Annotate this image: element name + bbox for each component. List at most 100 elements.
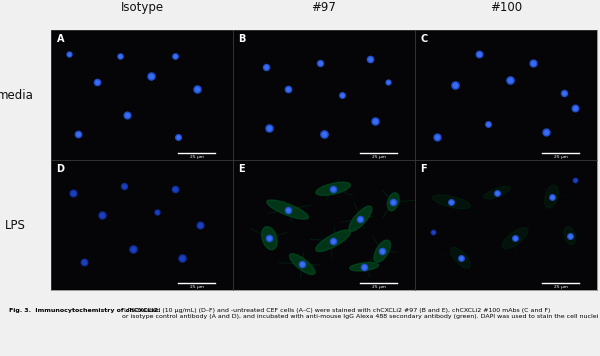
Point [388,199,398,205]
Text: 25 μm: 25 μm [554,155,568,159]
Point [97,212,107,218]
Text: A: A [56,34,64,44]
Text: Isotype: Isotype [121,1,164,14]
Point [68,190,77,195]
Point [79,259,89,265]
Polygon shape [564,226,575,245]
Point [547,194,556,199]
Polygon shape [349,206,372,231]
Point [565,233,575,239]
Point [196,222,205,228]
Text: #97: #97 [311,1,337,14]
Point [261,64,271,69]
Text: E: E [238,164,245,174]
Point [356,216,365,221]
Point [283,86,292,91]
Text: 25 μm: 25 μm [554,285,568,289]
Point [571,105,580,111]
Point [483,121,493,127]
Point [529,60,538,66]
Point [571,177,580,183]
Point [450,82,460,88]
Point [559,90,569,95]
Point [359,264,369,269]
Polygon shape [267,200,308,219]
Point [492,190,502,195]
Point [383,79,392,85]
Point [328,186,338,192]
Point [571,177,580,183]
Text: LPS: LPS [5,219,26,232]
Point [64,51,74,57]
Polygon shape [388,193,399,211]
Point [192,86,202,91]
Point [328,186,338,192]
Point [505,77,514,83]
Point [529,60,538,66]
Point [92,79,101,85]
Point [92,79,101,85]
Point [510,235,520,241]
Point [152,209,161,215]
Point [571,105,580,111]
Text: 25 μm: 25 μm [190,155,203,159]
Point [541,129,551,135]
Polygon shape [316,230,350,252]
Point [541,129,551,135]
Point [74,131,83,137]
Point [446,199,456,205]
Point [115,53,125,59]
Point [483,121,493,127]
Point [261,64,271,69]
Point [319,131,329,137]
Point [170,186,179,192]
Point [119,183,128,189]
Point [146,73,156,79]
Text: D: D [56,164,64,174]
Point [122,112,132,117]
Point [432,134,442,140]
Point [505,77,514,83]
Point [565,233,575,239]
Point [328,238,338,244]
Polygon shape [545,185,559,208]
Text: C: C [421,34,428,44]
Point [283,207,292,213]
Point [173,134,183,140]
Point [265,235,274,241]
Point [79,259,89,265]
Point [388,199,398,205]
Point [265,235,274,241]
Point [370,118,380,124]
Polygon shape [262,227,277,250]
Point [450,82,460,88]
Point [319,131,329,137]
Point [365,56,374,62]
Point [146,73,156,79]
Text: Fig. 3.  Immunocytochemistry of chCXCLi2.: Fig. 3. Immunocytochemistry of chCXCLi2. [9,308,161,313]
Point [428,229,438,235]
Polygon shape [484,187,510,199]
Text: #100: #100 [490,1,522,14]
Text: 25 μm: 25 μm [190,285,203,289]
Point [170,186,179,192]
Point [428,229,438,235]
Point [446,199,456,205]
Point [456,255,466,261]
Polygon shape [451,247,470,268]
Text: B: B [238,34,246,44]
Point [547,194,556,199]
Point [492,190,502,195]
Point [97,212,107,218]
Point [64,51,74,57]
Point [265,125,274,131]
Polygon shape [374,240,391,262]
Point [377,248,387,254]
Point [74,131,83,137]
Point [128,246,138,251]
Text: media: media [0,89,34,102]
Polygon shape [289,254,315,274]
Point [298,261,307,267]
Point [173,134,183,140]
Point [316,60,325,66]
